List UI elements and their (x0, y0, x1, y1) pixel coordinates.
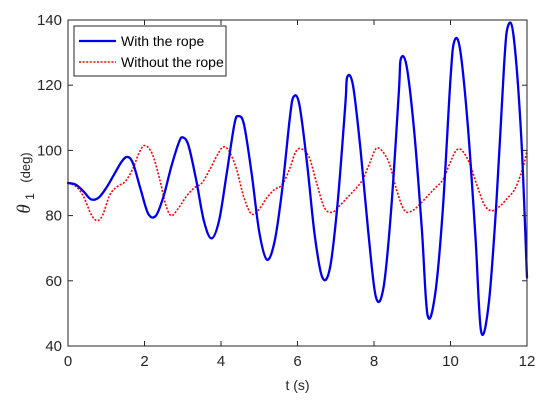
series-line-with-rope (66, 21, 529, 336)
y-tick-label: 120 (37, 77, 62, 94)
y-axis-label-symbol: θ (14, 204, 35, 213)
x-tick-label: 2 (140, 353, 148, 370)
y-axis-label-subscript: 1 (23, 193, 37, 200)
legend: With the rope Without the rope (73, 25, 227, 77)
y-axis-label: θ 1 (deg) (14, 152, 38, 213)
y-tick-label: 140 (37, 12, 62, 29)
x-tick-label: 0 (64, 353, 72, 370)
y-tick-label: 80 (45, 208, 62, 225)
x-tick-label: 8 (370, 353, 378, 370)
y-axis-label-unit: (deg) (18, 152, 33, 182)
x-axis-label: t (s) (285, 377, 309, 393)
x-tick-label: 4 (217, 353, 225, 370)
legend-box (73, 25, 227, 77)
x-tick-label: 6 (293, 353, 301, 370)
y-tick-label: 60 (45, 273, 62, 290)
plot-lines (66, 21, 529, 336)
x-axis: 0 2 4 6 8 10 12 (64, 20, 536, 370)
y-axis: 40 60 80 100 120 140 (37, 12, 527, 355)
y-tick-label: 40 (45, 338, 62, 355)
legend-label-with-rope: With the rope (121, 33, 204, 49)
x-tick-label: 10 (442, 353, 459, 370)
y-tick-label: 100 (37, 142, 62, 159)
legend-label-without-rope: Without the rope (121, 54, 224, 70)
x-tick-label: 12 (519, 353, 536, 370)
series-line-without-rope (67, 144, 528, 222)
